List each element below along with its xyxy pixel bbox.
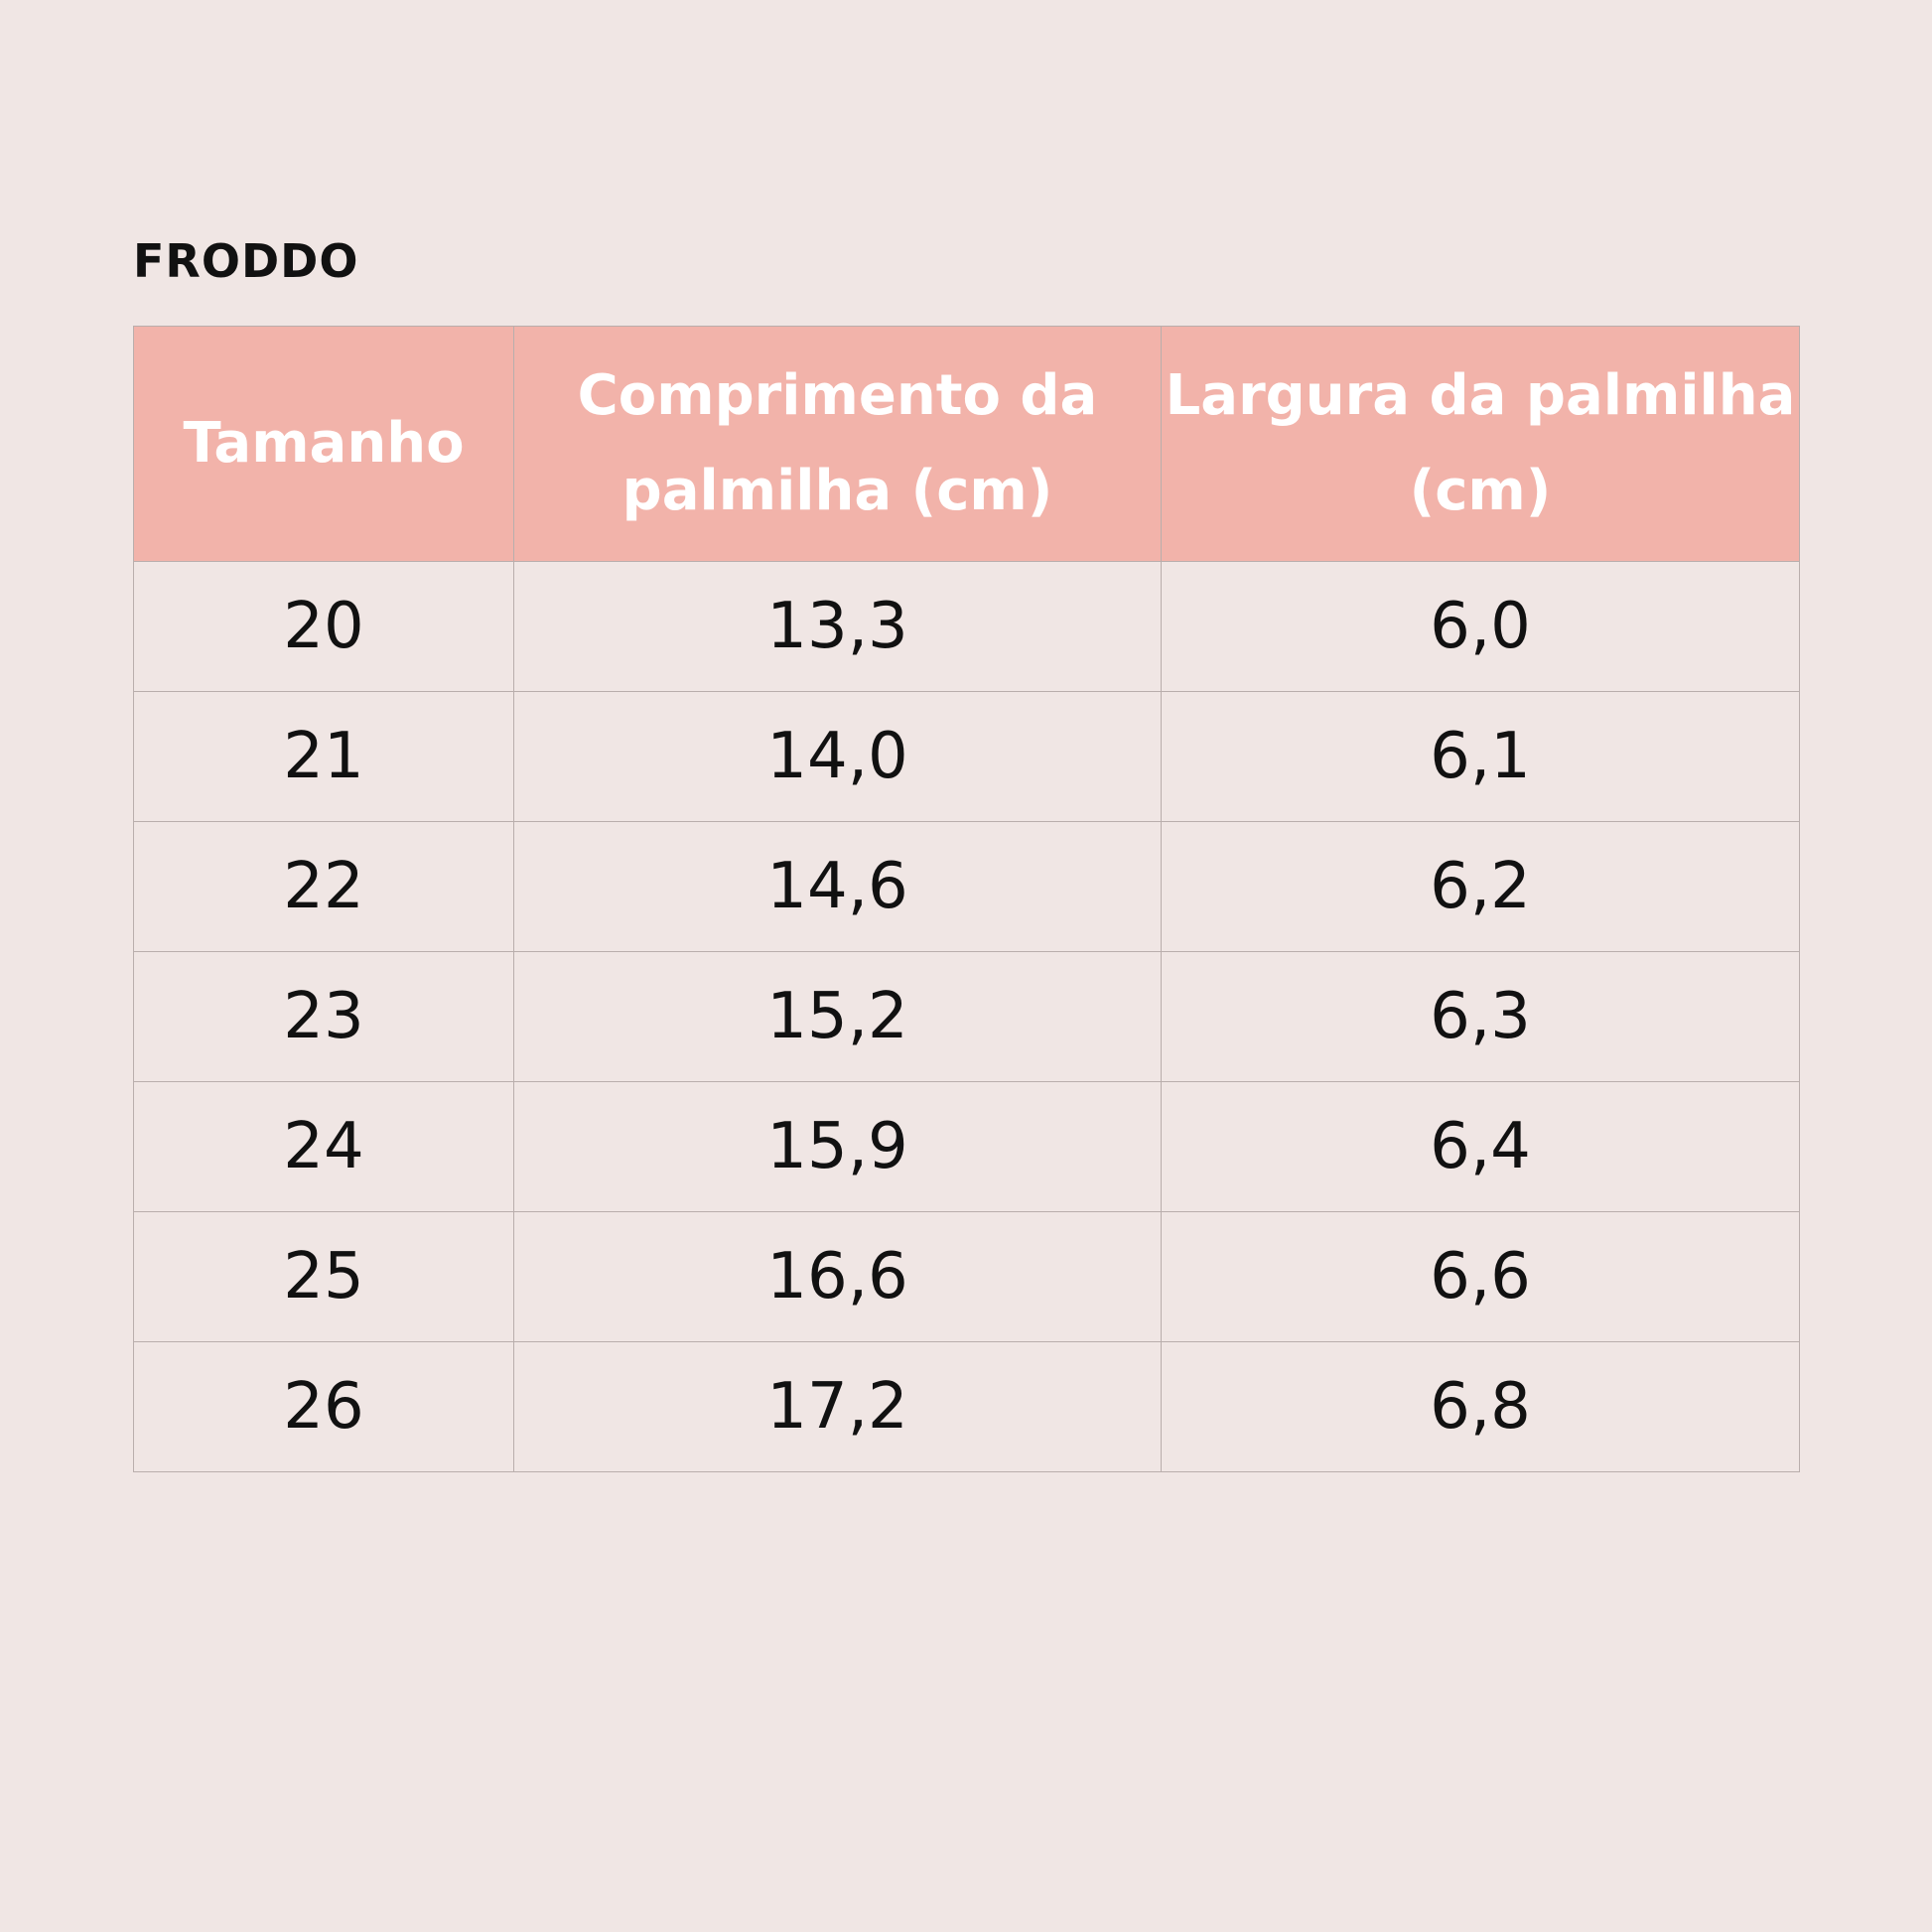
cell-size: 20 — [133, 561, 514, 692]
cell-width: 6,4 — [1161, 1081, 1800, 1212]
cell-width: 6,8 — [1161, 1341, 1800, 1472]
size-chart-table: Tamanho Comprimento da palmilha (cm) Lar… — [133, 326, 1800, 1472]
cell-size: 26 — [133, 1341, 514, 1472]
cell-width: 6,0 — [1161, 561, 1800, 692]
table-row: 25 16,6 6,6 — [133, 1211, 1800, 1342]
cell-size: 23 — [133, 951, 514, 1082]
cell-length: 16,6 — [513, 1211, 1162, 1342]
cell-size: 25 — [133, 1211, 514, 1342]
cell-width: 6,2 — [1161, 821, 1800, 952]
cell-length: 15,9 — [513, 1081, 1162, 1212]
brand-title: FRODDO — [133, 234, 359, 288]
header-insole-width: Largura da palmilha (cm) — [1161, 326, 1800, 562]
cell-size: 21 — [133, 691, 514, 822]
cell-size: 24 — [133, 1081, 514, 1212]
cell-width: 6,6 — [1161, 1211, 1800, 1342]
header-size: Tamanho — [133, 326, 514, 562]
table-row: 22 14,6 6,2 — [133, 821, 1800, 952]
header-insole-length: Comprimento da palmilha (cm) — [513, 326, 1162, 562]
cell-length: 17,2 — [513, 1341, 1162, 1472]
cell-length: 13,3 — [513, 561, 1162, 692]
cell-length: 15,2 — [513, 951, 1162, 1082]
cell-length: 14,6 — [513, 821, 1162, 952]
cell-width: 6,3 — [1161, 951, 1800, 1082]
cell-length: 14,0 — [513, 691, 1162, 822]
table-row: 21 14,0 6,1 — [133, 691, 1800, 822]
table-row: 20 13,3 6,0 — [133, 561, 1800, 692]
table-row: 26 17,2 6,8 — [133, 1341, 1800, 1472]
cell-width: 6,1 — [1161, 691, 1800, 822]
table-row: 24 15,9 6,4 — [133, 1081, 1800, 1212]
cell-size: 22 — [133, 821, 514, 952]
table-row: 23 15,2 6,3 — [133, 951, 1800, 1082]
table-header-row: Tamanho Comprimento da palmilha (cm) Lar… — [133, 326, 1800, 562]
